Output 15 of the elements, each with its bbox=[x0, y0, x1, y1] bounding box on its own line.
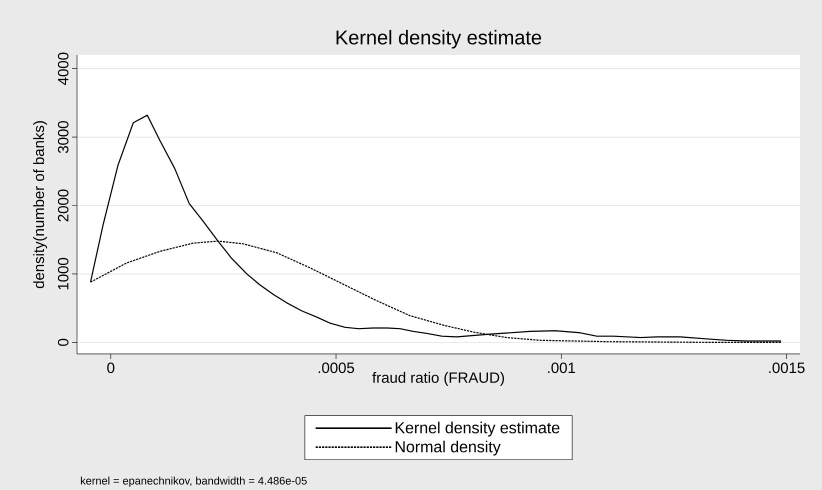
text: kernel = epanechnikov, bandwidth = 4.486e-05 bbox=[80, 476, 307, 487]
y-axis-title: density(number of banks) bbox=[33, 121, 48, 288]
x-axis-title: fraud ratio (FRAUD) bbox=[372, 372, 504, 386]
x-tick-label: 0 bbox=[107, 362, 114, 374]
y-tick-label: 2000 bbox=[58, 189, 68, 222]
legend-label: Normal density bbox=[396, 440, 501, 456]
x-tick-label: .0005 bbox=[318, 362, 354, 374]
y-tick-label: 3000 bbox=[58, 121, 68, 154]
chart-title: Kernel density estimate bbox=[336, 30, 542, 48]
x-tick-label: .0015 bbox=[769, 362, 805, 374]
y-tick-label: 4000 bbox=[58, 52, 68, 85]
y-tick-label: 0 bbox=[58, 338, 68, 346]
legend-label: Kernel density estimate bbox=[396, 422, 560, 437]
y-tick-label: 1000 bbox=[58, 258, 68, 290]
x-tick-label: .001 bbox=[548, 362, 576, 374]
